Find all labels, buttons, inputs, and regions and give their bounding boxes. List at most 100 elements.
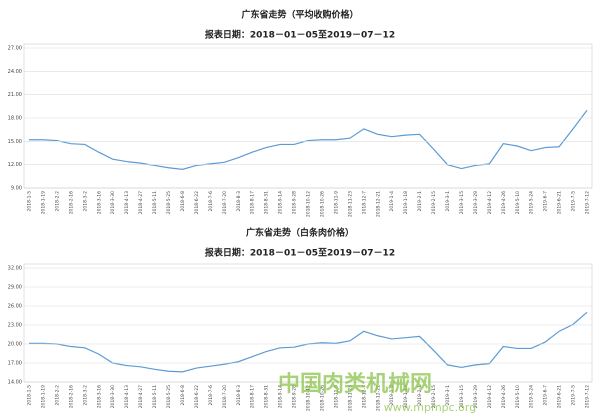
- x-tick-label: 2019-7-12: [585, 385, 591, 408]
- x-tick-label: 2018-12-7: [361, 385, 367, 408]
- x-tick-label: 2019-4-12: [487, 385, 493, 408]
- x-tick-label: 2018-7-20: [222, 191, 228, 214]
- x-tick-label: 2019-3-29: [473, 385, 479, 408]
- x-tick-label: 2018-7-20: [222, 385, 228, 408]
- x-tick-label: 2018-3-16: [96, 191, 102, 214]
- x-tick-label: 2018-5-11: [152, 385, 158, 408]
- x-tick-label: 2019-4-12: [487, 191, 493, 214]
- x-tick-label: 2018-6-22: [194, 191, 200, 214]
- x-tick-label: 2018-3-30: [110, 191, 116, 214]
- x-tick-label: 2019-3-29: [473, 191, 479, 214]
- x-tick-label: 2018-8-3: [236, 191, 242, 212]
- x-tick-label: 2018-10-26: [319, 191, 325, 217]
- x-tick-label: 2019-1-4: [389, 191, 395, 212]
- x-tick-label: 2018-11-9: [333, 385, 339, 408]
- x-tick-label: 2018-2-2: [54, 191, 60, 212]
- chart-subtitle: 报表日期：2018－01－05至2019－07－12: [205, 247, 395, 259]
- x-tick-label: 2018-1-5: [27, 191, 33, 212]
- x-tick-label: 2018-8-17: [250, 191, 256, 214]
- x-tick-label: 2019-5-24: [529, 385, 535, 408]
- y-tick-label: 18.00: [8, 116, 22, 122]
- x-tick-label: 2018-3-30: [110, 385, 116, 408]
- x-tick-label: 2018-3-2: [82, 191, 88, 212]
- x-tick-label: 2019-2-15: [431, 385, 437, 408]
- x-tick-label: 2019-3-15: [459, 191, 465, 214]
- chart-subtitle: 报表日期：2018－01－05至2019－07－12: [205, 29, 395, 41]
- x-tick-label: 2018-11-23: [347, 385, 353, 411]
- x-tick-label: 2018-8-31: [264, 191, 270, 214]
- x-tick-label: 2018-9-28: [292, 385, 298, 408]
- x-tick-label: 2019-3-1: [445, 385, 451, 406]
- y-tick-label: 26.00: [8, 304, 22, 310]
- x-tick-label: 2018-11-23: [347, 191, 353, 217]
- x-tick-label: 2018-10-26: [319, 385, 325, 411]
- series-line: [29, 109, 588, 170]
- x-tick-label: 2019-1-4: [389, 385, 395, 406]
- x-tick-label: 2019-6-21: [557, 385, 563, 408]
- x-tick-label: 2018-7-6: [208, 385, 214, 406]
- x-tick-label: 2018-9-14: [278, 385, 284, 408]
- watermark-url: www.mpmpc.org: [384, 401, 476, 414]
- x-tick-label: 2018-12-7: [361, 191, 367, 214]
- y-tick-label: 23.00: [8, 323, 22, 329]
- x-tick-label: 2018-1-19: [40, 385, 46, 408]
- x-tick-label: 2018-8-31: [264, 385, 270, 408]
- y-tick-label: 32.00: [8, 266, 22, 272]
- x-tick-label: 2018-9-14: [278, 191, 284, 214]
- chart-title: 广东省走势（平均收购价格）: [241, 9, 358, 21]
- x-tick-label: 2018-1-5: [27, 385, 33, 406]
- x-tick-label: 2018-6-8: [180, 191, 186, 212]
- x-tick-label: 2019-5-24: [529, 191, 535, 214]
- y-tick-label: 9.00: [11, 186, 22, 192]
- x-tick-label: 2018-10-12: [306, 385, 312, 411]
- x-tick-label: 2018-2-16: [68, 385, 74, 408]
- y-tick-label: 29.00: [8, 285, 22, 291]
- x-tick-label: 2019-7-5: [571, 191, 577, 212]
- x-tick-label: 2019-7-5: [571, 385, 577, 406]
- x-tick-label: 2019-6-7: [543, 191, 549, 212]
- x-tick-label: 2019-5-10: [515, 191, 521, 214]
- x-tick-label: 2018-4-27: [138, 385, 144, 408]
- x-tick-label: 2018-6-8: [180, 385, 186, 406]
- x-tick-label: 2018-5-25: [166, 385, 172, 408]
- x-tick-label: 2019-2-1: [417, 191, 423, 212]
- x-tick-label: 2018-4-13: [124, 385, 130, 408]
- chart-title: 广东省走势（白条肉价格）: [246, 227, 354, 239]
- x-tick-label: 2018-5-25: [166, 191, 172, 214]
- x-tick-label: 2018-5-11: [152, 191, 158, 214]
- x-tick-label: 2019-2-1: [417, 385, 423, 406]
- x-tick-label: 2018-9-28: [292, 191, 298, 214]
- x-tick-label: 2019-2-15: [431, 191, 437, 214]
- x-tick-label: 2018-2-16: [68, 191, 74, 214]
- watermark-name: 中国肉类机械网: [278, 372, 432, 397]
- x-tick-label: 2018-3-16: [96, 385, 102, 408]
- x-tick-label: 2018-10-12: [306, 191, 312, 217]
- x-tick-label: 2018-2-2: [54, 385, 60, 406]
- x-tick-label: 2019-6-21: [557, 191, 563, 214]
- x-tick-label: 2018-1-19: [40, 191, 46, 214]
- y-tick-label: 27.00: [8, 46, 22, 52]
- x-tick-label: 2018-8-3: [236, 385, 242, 406]
- x-tick-label: 2018-6-22: [194, 385, 200, 408]
- x-tick-label: 2018-12-21: [375, 385, 381, 411]
- x-tick-label: 2019-1-18: [403, 191, 409, 214]
- x-tick-label: 2019-7-12: [585, 191, 591, 214]
- x-tick-label: 2018-4-13: [124, 191, 130, 214]
- y-tick-label: 21.00: [8, 92, 22, 98]
- x-tick-label: 2018-7-6: [208, 191, 214, 212]
- y-tick-label: 15.00: [8, 139, 22, 145]
- plot-frame: [23, 263, 593, 383]
- y-tick-label: 14.00: [8, 380, 22, 386]
- x-tick-label: 2019-1-18: [403, 385, 409, 408]
- x-tick-label: 2018-3-2: [82, 385, 88, 406]
- y-tick-label: 17.00: [8, 361, 22, 367]
- x-tick-label: 2019-5-10: [515, 385, 521, 408]
- y-tick-label: 24.00: [8, 69, 22, 75]
- x-tick-label: 2019-3-15: [459, 385, 465, 408]
- y-tick-label: 20.00: [8, 342, 22, 348]
- x-tick-label: 2018-12-21: [375, 191, 381, 217]
- x-tick-label: 2019-3-1: [445, 191, 451, 212]
- x-tick-label: 2018-11-9: [333, 191, 339, 214]
- x-tick-label: 2019-6-7: [543, 385, 549, 406]
